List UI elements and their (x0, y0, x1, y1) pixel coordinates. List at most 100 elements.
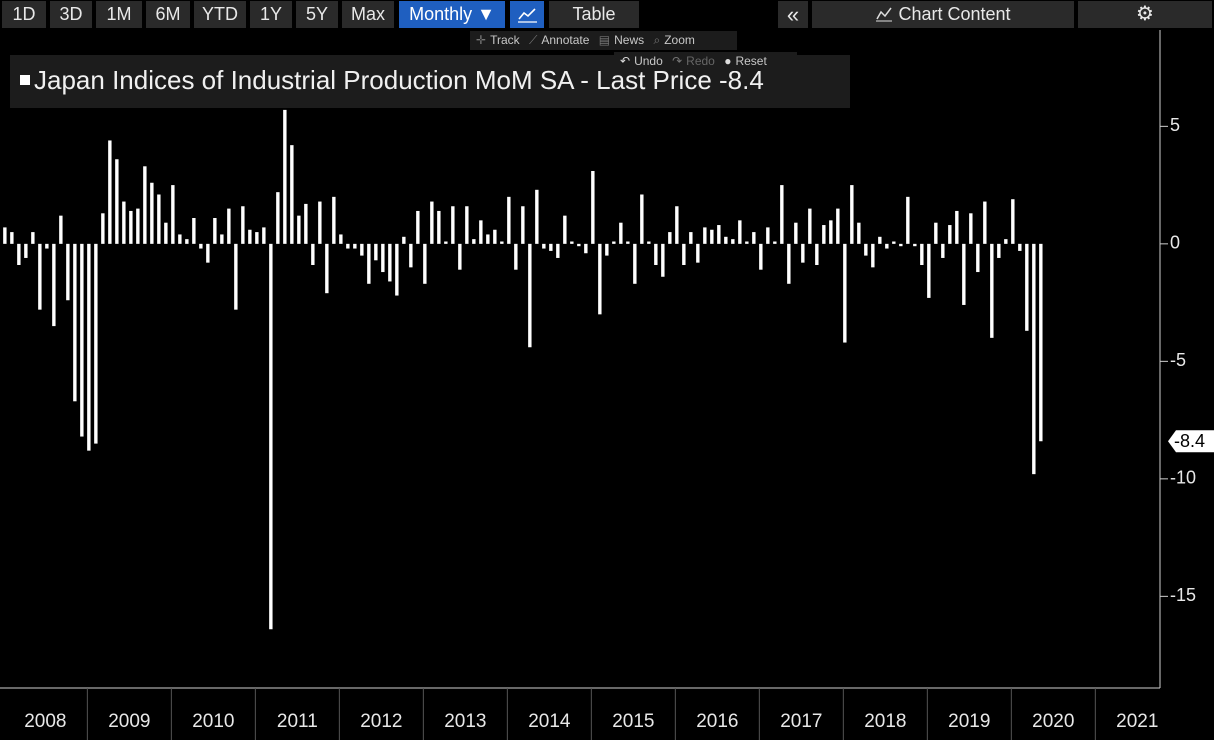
bar (556, 243, 560, 258)
x-tick-label: 2009 (108, 711, 150, 732)
x-tick-label: 2021 (1116, 711, 1158, 732)
chart-content-button[interactable]: Chart Content (812, 1, 1074, 28)
bar (192, 218, 196, 244)
bar (458, 243, 462, 270)
range-button[interactable]: 6M (146, 1, 190, 28)
bar (934, 222, 938, 244)
bar (570, 241, 574, 244)
bar (1025, 243, 1029, 331)
range-button[interactable]: 3D (50, 1, 92, 28)
bar (332, 196, 336, 244)
bar (17, 243, 21, 265)
bar (178, 234, 182, 244)
bar (668, 232, 672, 244)
bar (696, 243, 700, 263)
bar (45, 243, 49, 249)
bar (3, 227, 7, 244)
x-tick-label: 2020 (1032, 711, 1074, 732)
bar (38, 243, 42, 310)
chart-icon (876, 7, 893, 22)
undo-button[interactable]: Undo (634, 54, 663, 68)
bar (675, 206, 679, 244)
bar (493, 229, 497, 244)
bar (864, 243, 868, 256)
bar (535, 189, 539, 244)
bar (1018, 243, 1022, 251)
bar (31, 232, 35, 244)
bar (591, 171, 595, 244)
bar (640, 194, 644, 244)
x-tick-label: 2011 (277, 711, 318, 732)
bar (199, 243, 203, 249)
tool-button[interactable]: Track (490, 33, 520, 47)
bar (262, 227, 266, 244)
range-button[interactable]: YTD (194, 1, 246, 28)
line-chart-icon (518, 8, 537, 23)
bar (892, 241, 896, 244)
tool-button[interactable]: News (614, 33, 645, 47)
bar (24, 243, 28, 258)
bar (626, 241, 630, 244)
bar (948, 225, 952, 244)
bar (339, 234, 343, 244)
settings-button[interactable]: ⚙ (1078, 1, 1212, 28)
bar (430, 201, 434, 244)
bar (423, 243, 427, 284)
bar (1011, 199, 1015, 244)
chart-type-button[interactable] (510, 1, 544, 28)
range-button[interactable]: 1M (96, 1, 142, 28)
bar (598, 243, 602, 315)
bar (416, 210, 420, 244)
bar (290, 145, 294, 244)
bar (346, 243, 350, 249)
range-button[interactable]: 1D (2, 1, 46, 28)
x-tick-label: 2010 (192, 711, 234, 732)
bar (451, 206, 455, 244)
bar (927, 243, 931, 298)
x-tick-label: 2008 (24, 711, 66, 732)
bar (822, 225, 826, 244)
range-button[interactable]: Max (342, 1, 394, 28)
frequency-dropdown[interactable]: Monthly ▼ (399, 1, 505, 28)
bar (10, 232, 14, 244)
bar (605, 243, 609, 256)
bar (367, 243, 371, 284)
range-button[interactable]: 5Y (296, 1, 338, 28)
tool-button[interactable]: Annotate (541, 33, 590, 47)
bar (913, 243, 917, 247)
bar (738, 220, 742, 244)
bar (1004, 239, 1008, 244)
bar (619, 222, 623, 244)
x-tick-label: 2019 (948, 711, 990, 732)
bar (227, 208, 231, 244)
bar (164, 222, 168, 244)
range-button[interactable]: 1Y (250, 1, 292, 28)
bar (108, 140, 112, 244)
bar (584, 243, 588, 254)
bar (794, 222, 798, 244)
x-tick-label: 2012 (360, 711, 402, 732)
tool-button[interactable]: Zoom (664, 33, 695, 47)
bar (66, 243, 70, 301)
bar (941, 243, 945, 258)
bar (297, 215, 301, 244)
bar (283, 109, 287, 244)
bar (745, 241, 749, 244)
bar (311, 243, 315, 265)
table-button[interactable]: Table (549, 1, 639, 28)
x-tick-label: 2017 (780, 711, 822, 732)
bar (94, 243, 98, 444)
bar (899, 243, 903, 247)
bar (269, 243, 273, 630)
bar (507, 196, 511, 244)
y-tick-label: -5 (1170, 350, 1186, 370)
bar (479, 220, 483, 244)
collapse-button[interactable]: « (778, 1, 808, 28)
x-tick-label: 2016 (696, 711, 738, 732)
bar (850, 185, 854, 244)
bar (612, 241, 616, 244)
bar (654, 243, 658, 265)
bar (409, 243, 413, 268)
redo-button[interactable]: Redo (686, 54, 715, 68)
reset-button[interactable]: Reset (735, 54, 767, 68)
